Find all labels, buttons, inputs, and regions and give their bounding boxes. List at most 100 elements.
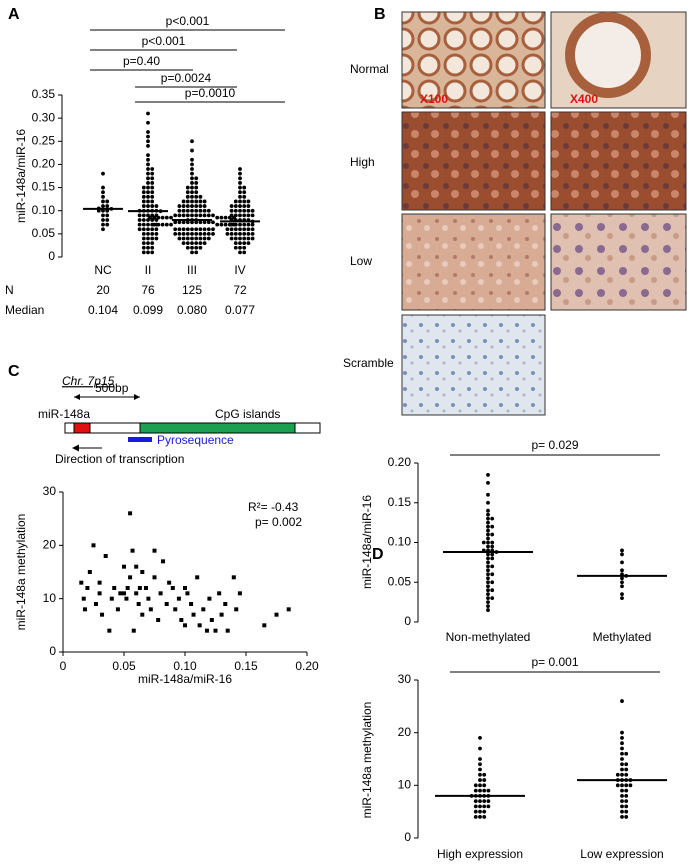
- dot: [202, 220, 207, 225]
- dot: [146, 185, 150, 190]
- dot: [198, 231, 203, 236]
- median-value: 0.099: [133, 303, 163, 317]
- dot: [238, 190, 242, 195]
- dot: [490, 572, 495, 577]
- dot: [194, 231, 199, 236]
- dot: [478, 809, 482, 814]
- x-tick-label: Non-methylated: [446, 630, 531, 644]
- dot: [202, 236, 207, 241]
- point: [122, 564, 126, 569]
- dot: [194, 241, 199, 246]
- dot: [490, 540, 495, 545]
- dot: [198, 213, 203, 218]
- y-tick-label: 0: [49, 644, 56, 658]
- dot: [146, 236, 150, 241]
- dot: [137, 218, 142, 222]
- dot: [242, 231, 247, 236]
- dot: [486, 532, 490, 537]
- dot: [233, 204, 238, 208]
- dot: [160, 215, 165, 220]
- dot: [238, 227, 242, 232]
- dot: [101, 171, 105, 176]
- dot: [181, 236, 186, 241]
- dot: [146, 190, 150, 195]
- dot: [202, 241, 207, 246]
- dot: [486, 568, 490, 573]
- dot: [486, 552, 490, 557]
- micrograph: [401, 314, 546, 416]
- median-value: 0.077: [225, 303, 255, 317]
- dot: [137, 222, 142, 227]
- dot: [194, 199, 199, 204]
- dot: [146, 199, 150, 204]
- dot: [190, 199, 194, 204]
- dot: [233, 208, 238, 213]
- dot: [194, 204, 199, 208]
- micrographs: [401, 11, 687, 416]
- dot: [620, 746, 624, 751]
- dot: [141, 250, 146, 255]
- dot: [238, 204, 242, 208]
- dot: [137, 227, 142, 232]
- dot: [154, 231, 159, 236]
- dot: [624, 783, 629, 788]
- dot: [194, 185, 199, 190]
- dot: [478, 762, 482, 767]
- dot: [185, 185, 190, 190]
- dot: [185, 204, 190, 208]
- x-tick-label: III: [187, 263, 197, 277]
- dot: [190, 167, 194, 171]
- point: [93, 602, 98, 606]
- dot: [246, 231, 251, 236]
- dot: [486, 604, 490, 608]
- dot: [181, 241, 186, 246]
- point: [100, 612, 105, 617]
- dot: [194, 176, 199, 181]
- dot: [624, 799, 629, 804]
- dot: [150, 245, 155, 250]
- dot: [146, 194, 150, 199]
- median-value: 0.104: [88, 303, 118, 317]
- dot: [242, 236, 247, 241]
- point: [137, 586, 142, 590]
- dot: [190, 236, 194, 241]
- dot: [624, 788, 629, 793]
- dot: [190, 220, 194, 225]
- dot: [229, 222, 234, 227]
- dot: [624, 793, 629, 798]
- dot: [473, 815, 478, 819]
- dot: [482, 799, 487, 804]
- dot: [177, 231, 182, 236]
- dot: [486, 584, 490, 589]
- dot: [219, 215, 224, 220]
- dot: [190, 148, 194, 153]
- y-tick-label: 0.20: [388, 455, 412, 469]
- dot: [478, 783, 482, 788]
- dot: [146, 231, 150, 236]
- dot: [150, 204, 155, 208]
- y-tick-label: 0: [404, 614, 411, 628]
- dot: [190, 157, 194, 162]
- dot: [141, 231, 146, 236]
- dot: [150, 185, 155, 190]
- dot: [219, 222, 224, 227]
- scale-label: 500bp: [95, 381, 129, 395]
- dot: [173, 220, 178, 225]
- dot: [242, 185, 247, 190]
- dot: [238, 241, 242, 246]
- dot: [233, 236, 238, 241]
- point: [152, 575, 157, 580]
- dot: [181, 199, 186, 204]
- dot: [185, 213, 190, 218]
- y-tick-label: 0.20: [32, 157, 56, 171]
- point: [79, 580, 84, 585]
- dot: [181, 227, 186, 232]
- dot: [490, 596, 495, 601]
- y-tick-label: 0: [404, 830, 411, 844]
- dot: [482, 788, 487, 793]
- dot: [620, 757, 624, 761]
- dot: [101, 218, 105, 222]
- chromosome-label: Chr. 7p15: [62, 374, 115, 388]
- dot: [238, 222, 242, 227]
